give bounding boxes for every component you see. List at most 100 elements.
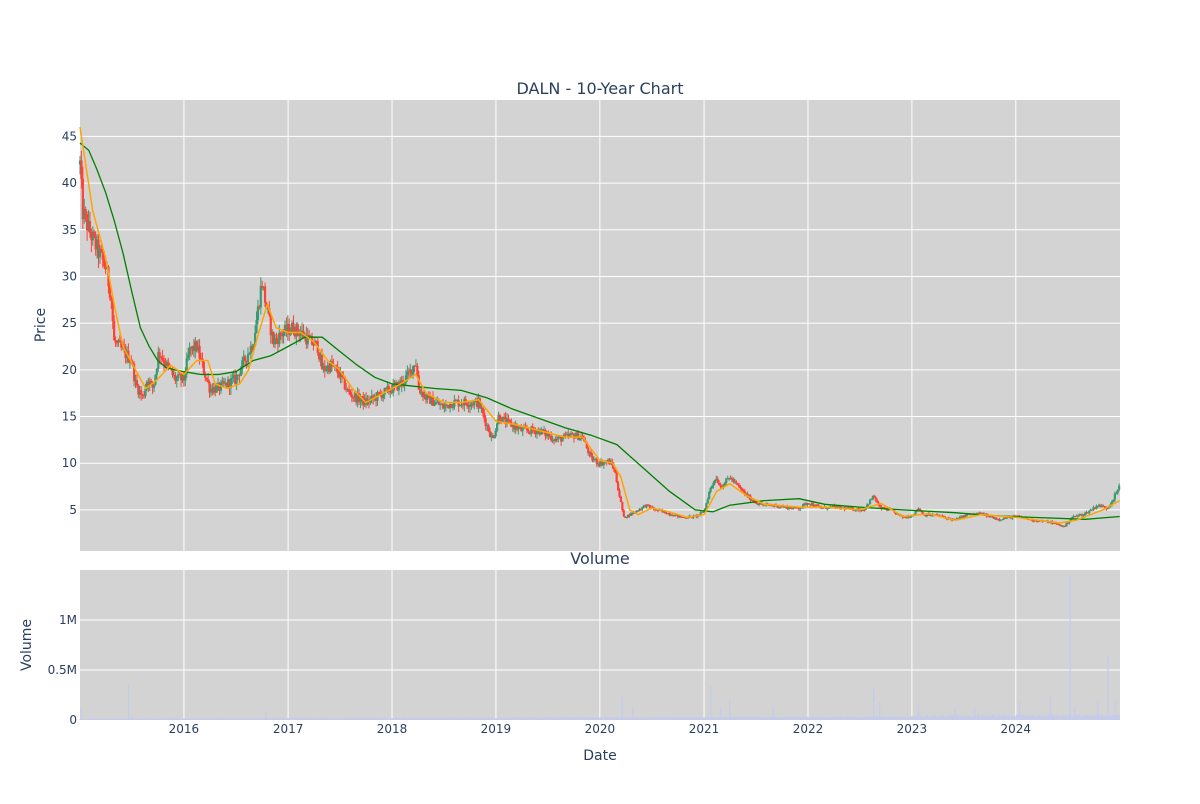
volume-bar [585, 718, 587, 720]
volume-bar [1024, 717, 1026, 720]
volume-bar [743, 717, 745, 720]
candle-body [286, 324, 289, 332]
volume-bar [421, 717, 423, 720]
volume-bar [372, 718, 374, 720]
volume-bar [637, 717, 639, 720]
volume-bar [319, 718, 321, 720]
volume-bar [255, 717, 257, 720]
candle-body [1005, 517, 1008, 519]
volume-bar [139, 719, 141, 720]
volume-bar [858, 717, 860, 720]
volume-bar [228, 718, 230, 720]
volume-bar [82, 718, 84, 720]
candle-body [167, 361, 170, 366]
volume-bar [1015, 715, 1017, 720]
volume-bar [102, 719, 104, 720]
candle-body [308, 335, 311, 338]
volume-bar [884, 717, 886, 720]
volume-bar [327, 718, 329, 720]
candle-body [471, 403, 474, 406]
volume-bar [602, 717, 604, 720]
volume-bar [316, 718, 318, 720]
volume-bar [804, 717, 806, 720]
volume-bar [190, 718, 192, 720]
volume-bar [837, 717, 839, 720]
volume-bar [103, 718, 105, 720]
candle-body [561, 438, 564, 442]
volume-bar [468, 718, 470, 720]
volume-bar [357, 718, 359, 720]
volume-bar [796, 717, 798, 720]
volume-bar [175, 718, 177, 720]
volume-bar [170, 718, 172, 720]
candle-body [151, 382, 154, 388]
candle-body [1034, 520, 1037, 522]
candle-body [199, 358, 203, 360]
volume-bar [849, 716, 851, 720]
volume-bar [970, 716, 972, 720]
candle-body [1112, 499, 1115, 502]
volume-bar [1073, 708, 1076, 720]
volume-bar [791, 717, 793, 720]
candle-body [303, 335, 307, 338]
volume-bar [1016, 714, 1018, 720]
volume-bar [511, 717, 513, 720]
volume-bar [371, 717, 373, 720]
candle-body [1001, 519, 1004, 521]
volume-bar [1004, 716, 1006, 720]
candle-body [542, 430, 546, 432]
volume-bar [1007, 716, 1009, 720]
candle-body [211, 388, 214, 393]
volume-bar [1085, 715, 1087, 720]
volume-bar [397, 717, 399, 720]
volume-bar [738, 716, 740, 720]
volume-bar [936, 715, 938, 720]
candle-body [618, 490, 621, 497]
candle-body [736, 483, 739, 486]
candle-body [668, 513, 671, 515]
volume-bar [141, 718, 143, 720]
volume-bar [158, 718, 160, 720]
candle-body [965, 514, 968, 516]
candle-body [513, 425, 516, 430]
volume-bar [282, 718, 284, 720]
volume-bar [295, 717, 297, 720]
volume-bar [1042, 716, 1044, 720]
price-y-tick-label: 15 [62, 410, 77, 424]
volume-bar [193, 719, 195, 720]
volume-bar [1027, 714, 1029, 720]
volume-bar [1098, 715, 1100, 720]
candle-body [478, 398, 482, 409]
volume-y-tick-label: 0.5M [48, 663, 77, 677]
volume-bar [326, 717, 328, 720]
candle-body [255, 320, 258, 333]
volume-bar [703, 717, 705, 720]
volume-bar [270, 717, 272, 720]
candle-body [97, 239, 100, 258]
volume-bar [651, 717, 653, 720]
candle-body [466, 403, 469, 407]
volume-bar [847, 716, 849, 720]
volume-bar [389, 717, 391, 720]
volume-bar [267, 718, 269, 720]
volume-bar [747, 716, 749, 720]
volume-bar [474, 718, 476, 720]
volume-bar [492, 717, 494, 720]
volume-bar [431, 717, 433, 720]
volume-bar [435, 717, 437, 720]
candle-body [719, 485, 722, 487]
volume-bar [761, 717, 763, 720]
volume-bar [717, 716, 719, 720]
candle-body [111, 300, 114, 321]
volume-bar [320, 718, 322, 720]
candle-body [198, 346, 201, 359]
candle-body [1110, 501, 1114, 505]
volume-bar [229, 718, 231, 720]
volume-bar [611, 717, 613, 720]
volume-bar [1048, 714, 1050, 720]
candle-body [725, 478, 728, 483]
volume-bar [245, 718, 247, 720]
volume-bar [452, 717, 454, 720]
volume-bar [866, 716, 868, 720]
volume-bar [384, 718, 386, 720]
